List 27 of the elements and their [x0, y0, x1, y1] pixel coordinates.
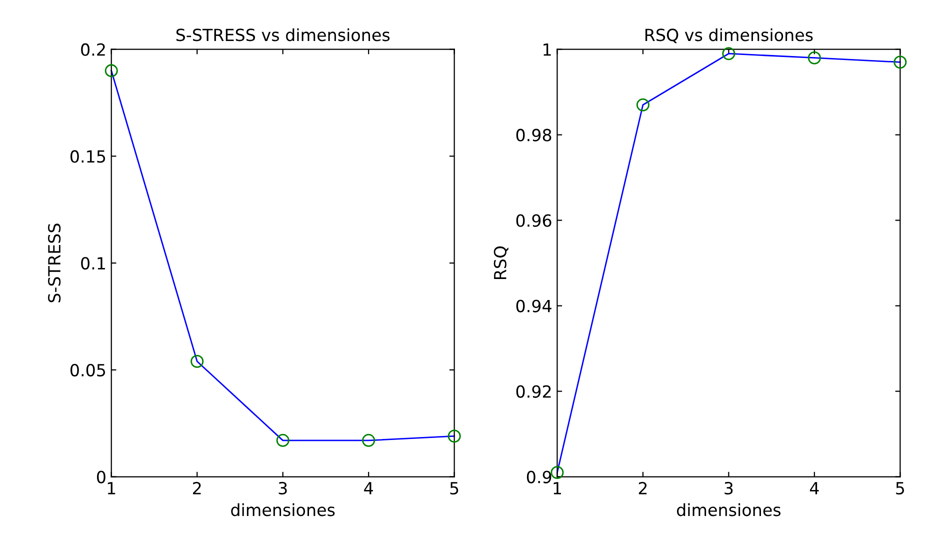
- y-axis-title: RSQ: [494, 246, 508, 280]
- y-tick-label: 0: [96, 470, 106, 484]
- x-tick-label: 2: [638, 482, 647, 494]
- x-tick-label: 3: [278, 482, 287, 495]
- x-axis-title: dimensiones: [231, 503, 335, 516]
- x-tick-label: 1: [554, 482, 561, 494]
- y-tick-label: 0.96: [516, 214, 552, 227]
- y-tick-label: 0.2: [81, 43, 105, 56]
- x-axis-title: dimensiones: [676, 503, 781, 516]
- x-tick-label: 1: [108, 482, 116, 494]
- y-tick-label: 0.9: [526, 470, 552, 484]
- y-tick-label: 0.92: [516, 385, 551, 398]
- x-tick-label: 5: [450, 482, 458, 495]
- x-tick-label: 4: [810, 482, 819, 494]
- x-tick-label: 4: [364, 482, 373, 494]
- x-tick-label: 5: [896, 482, 904, 495]
- chart-title: RSQ vs dimensiones: [645, 28, 813, 44]
- x-tick-label: 3: [724, 482, 733, 495]
- y-tick-label: 0.1: [81, 257, 105, 270]
- y-tick-label: 1: [544, 44, 551, 56]
- y-tick-label: 0.94: [516, 300, 552, 312]
- y-axis-title: S-STRESS: [48, 224, 61, 302]
- chart-title: S-STRESS vs dimensiones: [176, 28, 390, 42]
- x-tick-label: 2: [193, 482, 201, 494]
- y-tick-label: 0.05: [70, 364, 106, 376]
- y-tick-label: 0.98: [516, 128, 552, 142]
- y-tick-label: 0.15: [70, 150, 106, 163]
